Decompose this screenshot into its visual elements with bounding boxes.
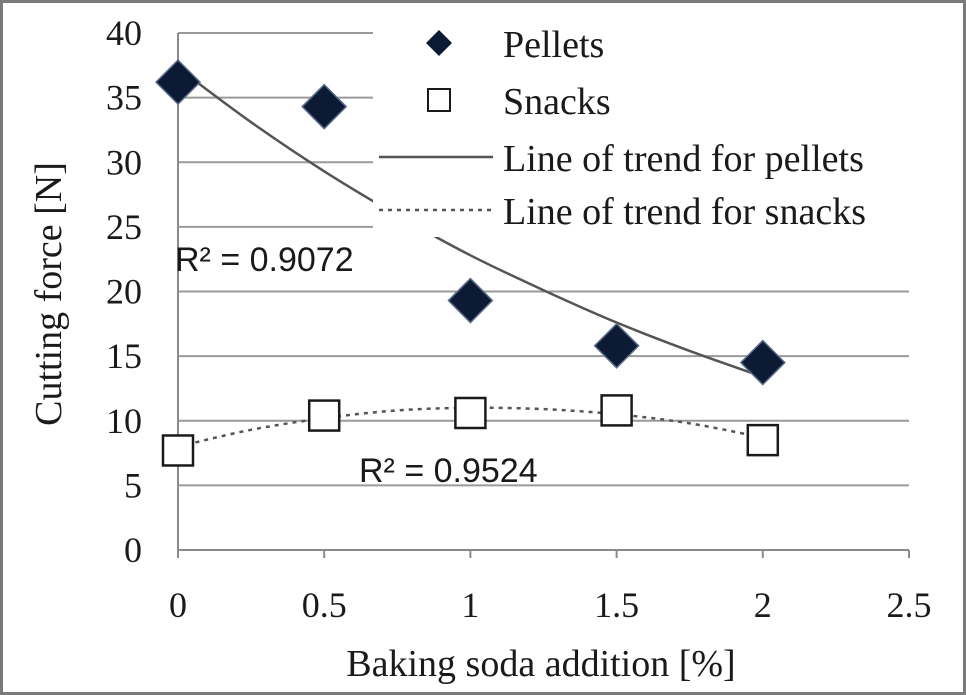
scatter-chart: 0 5 10 15 20 25 30 35 40 0 0.5 1 1.5 2 2.5 R² = 0.907… (28, 13, 945, 685)
pellets-point-1 (301, 83, 348, 130)
snacks-point-4 (746, 423, 780, 457)
pellets-point-3 (593, 322, 640, 369)
x-tick-labels: 0 0.5 1 1.5 2 2.5 (169, 585, 932, 625)
snacks-point-2 (454, 396, 487, 430)
pellets-point-2 (447, 277, 494, 324)
r2-label-snacks: R² = 0.9524 (359, 452, 538, 490)
pellets-point-0 (154, 59, 202, 106)
y-tick-label-5: 5 (124, 465, 142, 505)
y-tick-label-15: 15 (106, 336, 142, 376)
r2-annotations: R² = 0.9072 R² = 0.9524 (175, 241, 538, 490)
y-tick-label-30: 30 (106, 142, 142, 182)
snacks-point-1 (307, 399, 341, 432)
y-tick-label-25: 25 (106, 207, 142, 247)
legend-label-snacks: Snacks (503, 81, 611, 123)
y-tick-labels: 0 5 10 15 20 25 30 35 40 (106, 13, 142, 570)
x-tick-label-2.5: 2.5 (887, 585, 932, 625)
legend-label-trend-snacks: Line of trend for snacks (503, 191, 866, 233)
legend-background (373, 17, 945, 237)
r2-label-pellets: R² = 0.9072 (175, 241, 354, 279)
y-tick-label-40: 40 (106, 13, 142, 53)
legend-symbol-pellets (426, 30, 452, 56)
y-tick-label-20: 20 (106, 272, 142, 312)
x-tick-label-2: 2 (754, 585, 772, 625)
data-markers (154, 59, 786, 467)
x-tick-label-0: 0 (169, 585, 187, 625)
y-tick-label-10: 10 (106, 401, 142, 441)
x-axis-title: Baking soda addition [%] (346, 643, 735, 685)
x-tick-label-1.5: 1.5 (594, 585, 639, 625)
pellets-point-4 (739, 339, 786, 386)
legend: Pellets Snacks Line of trend for pellets Li… (373, 17, 945, 237)
y-tick-label-0: 0 (124, 530, 142, 570)
y-axis-title: Cutting force [N] (28, 162, 70, 426)
legend-label-trend-pellets: Line of trend for pellets (503, 138, 864, 180)
trendline-pellets (177, 66, 764, 378)
legend-label-pellets: Pellets (503, 24, 604, 66)
x-tick-label-0.5: 0.5 (302, 585, 347, 625)
snacks-point-0 (161, 434, 195, 467)
legend-symbol-snacks (427, 88, 451, 112)
trendlines (177, 66, 764, 448)
y-tick-label-35: 35 (106, 78, 142, 118)
snacks-point-3 (600, 394, 633, 427)
x-tick-label-1: 1 (461, 585, 479, 625)
